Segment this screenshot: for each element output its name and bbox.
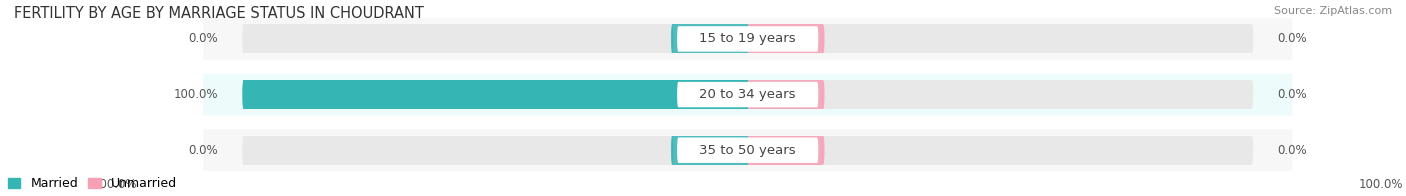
Text: 100.0%: 100.0% xyxy=(1358,178,1403,191)
Text: 0.0%: 0.0% xyxy=(188,144,218,157)
Ellipse shape xyxy=(671,24,673,53)
Bar xyxy=(243,24,1251,53)
Ellipse shape xyxy=(242,80,245,109)
Ellipse shape xyxy=(671,136,673,165)
Text: 0.0%: 0.0% xyxy=(1277,88,1306,101)
Bar xyxy=(748,136,824,165)
Ellipse shape xyxy=(242,80,245,109)
Bar xyxy=(748,24,824,53)
FancyBboxPatch shape xyxy=(678,26,818,52)
Ellipse shape xyxy=(242,136,245,165)
Text: 35 to 50 years: 35 to 50 years xyxy=(699,144,796,157)
FancyBboxPatch shape xyxy=(678,82,818,107)
Ellipse shape xyxy=(1251,136,1253,165)
Bar xyxy=(243,80,1251,109)
Text: 15 to 19 years: 15 to 19 years xyxy=(699,33,796,45)
Ellipse shape xyxy=(1251,24,1253,53)
Legend: Married, Unmarried: Married, Unmarried xyxy=(3,172,181,195)
Ellipse shape xyxy=(823,24,824,53)
Text: 0.0%: 0.0% xyxy=(1277,144,1306,157)
Text: 100.0%: 100.0% xyxy=(174,88,218,101)
Bar xyxy=(748,80,824,109)
Text: FERTILITY BY AGE BY MARRIAGE STATUS IN CHOUDRANT: FERTILITY BY AGE BY MARRIAGE STATUS IN C… xyxy=(14,6,425,21)
Bar xyxy=(243,136,1251,165)
Bar xyxy=(672,24,748,53)
Ellipse shape xyxy=(1251,80,1253,109)
FancyBboxPatch shape xyxy=(678,137,818,163)
Text: 100.0%: 100.0% xyxy=(93,178,136,191)
Text: 0.0%: 0.0% xyxy=(188,33,218,45)
FancyBboxPatch shape xyxy=(202,129,1292,171)
Ellipse shape xyxy=(823,80,824,109)
Bar xyxy=(243,80,748,109)
Bar xyxy=(672,136,748,165)
Text: Source: ZipAtlas.com: Source: ZipAtlas.com xyxy=(1274,6,1392,16)
Text: 0.0%: 0.0% xyxy=(1277,33,1306,45)
Ellipse shape xyxy=(823,136,824,165)
FancyBboxPatch shape xyxy=(202,74,1292,115)
FancyBboxPatch shape xyxy=(202,18,1292,60)
Ellipse shape xyxy=(242,24,245,53)
Text: 20 to 34 years: 20 to 34 years xyxy=(699,88,796,101)
